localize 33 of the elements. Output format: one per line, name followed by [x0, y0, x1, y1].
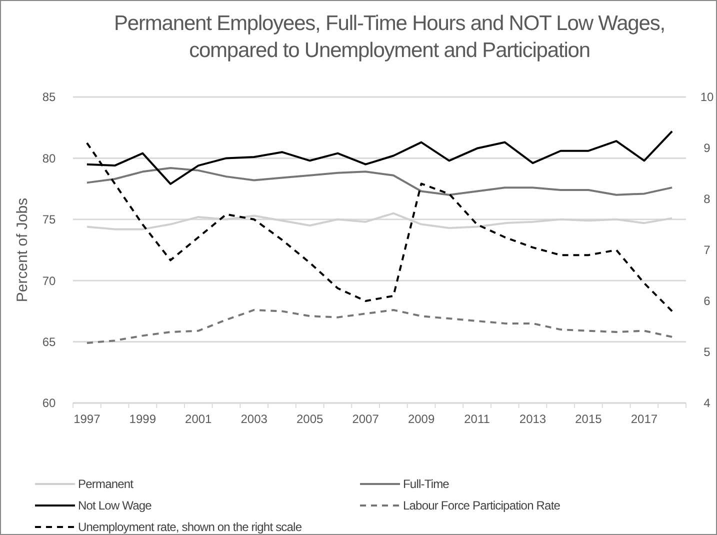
legend-label: Labour Force Participation Rate	[403, 498, 561, 513]
y2-tick-label: 10	[700, 90, 714, 104]
y-tick-label: 70	[42, 274, 56, 288]
y2-tick-label: 5	[704, 345, 711, 360]
x-tick-label: 1997	[74, 412, 101, 426]
x-tick-label: 2009	[408, 412, 435, 426]
y2-tick-label: 4	[704, 396, 711, 410]
x-tick-label: 2003	[240, 412, 268, 426]
y-axis-title: Percent of Jobs	[14, 198, 31, 302]
legend-label: Not Low Wage	[78, 498, 152, 513]
legend-label: Full-Time	[403, 477, 450, 492]
y-tick-label: 85	[42, 90, 56, 104]
y-tick-label: 75	[42, 212, 56, 227]
x-tick-label: 2005	[296, 412, 324, 426]
y2-tick-label: 9	[704, 141, 711, 156]
y-tick-label: 60	[42, 396, 56, 410]
line-series	[86, 308, 674, 344]
x-tick-label: 2017	[630, 412, 658, 426]
legend-label: Unemployment rate, shown on the right scale	[78, 520, 302, 534]
chart-title: Permanent Employees, Full-Time Hours and NOT Low Wages, compared to Unemployment and Participation	[114, 12, 665, 62]
y2-tick-label: 7	[704, 243, 711, 258]
x-tick-label: 2001	[185, 412, 212, 426]
legend-label: Permanent	[78, 477, 134, 492]
y2-tick-label: 6	[704, 294, 711, 308]
y-tick-label: 80	[42, 151, 56, 166]
x-tick-label: 1999	[129, 412, 156, 426]
x-tick-label: 2011	[464, 412, 490, 426]
line-series	[86, 166, 674, 196]
x-tick-label: 2007	[352, 412, 380, 426]
y2-tick-label: 8	[704, 192, 711, 206]
x-tick-label: 2015	[575, 412, 602, 426]
y-tick-label: 65	[42, 335, 56, 349]
x-tick-label: 2013	[519, 412, 546, 426]
